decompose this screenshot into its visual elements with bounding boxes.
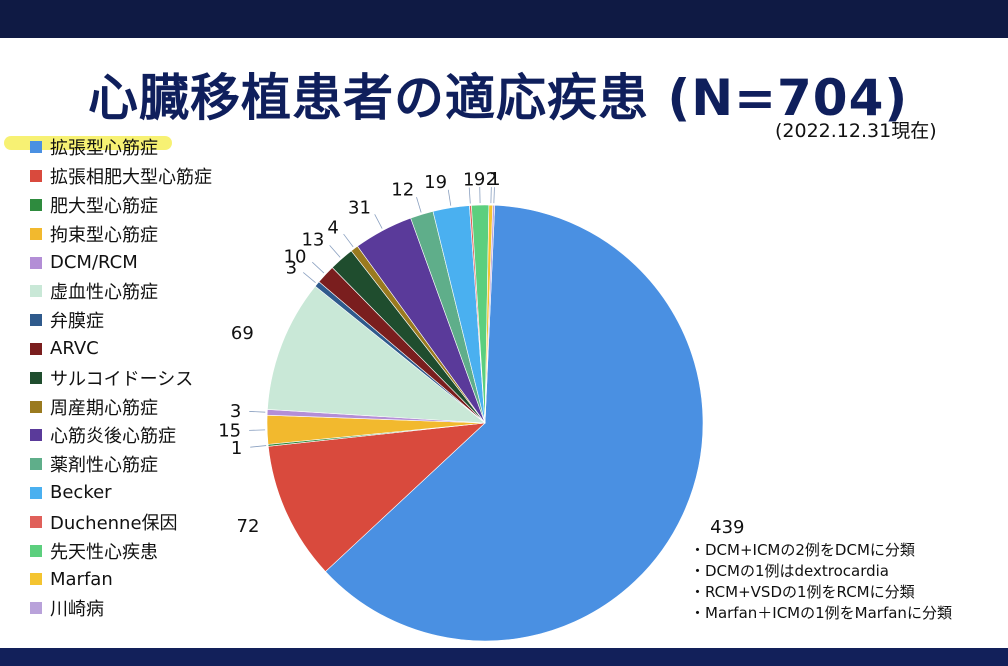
note-line: ・RCM+VSDの1例をRCMに分類 <box>690 583 915 601</box>
data-label: 2 <box>486 169 497 190</box>
legend-item: 薬剤性心筋症 <box>30 450 270 479</box>
leader-line <box>493 187 495 204</box>
chart-legend: 拡張型心筋症拡張相肥大型心筋症 肥大型心筋症 拘束型心筋症 DCM/RCM 虚血性心筋症… <box>30 133 270 623</box>
note-line: ・DCM+ICMの2例をDCMに分類 <box>690 541 915 559</box>
legend-swatch <box>30 573 42 586</box>
legend-label: 薬剤性心筋症 <box>50 455 158 477</box>
pie-slice <box>267 285 486 424</box>
legend-label: 弁膜症 <box>50 311 104 333</box>
legend-swatch <box>30 342 42 355</box>
legend-swatch <box>30 198 42 211</box>
legend-label: 川崎病 <box>50 599 104 621</box>
legend-label: 周産期心筋症 <box>50 397 158 419</box>
slide-subtitle: (2022.12.31現在) <box>775 120 937 142</box>
leader-line <box>468 187 471 204</box>
legend-swatch <box>30 141 42 154</box>
leader-line <box>249 411 266 413</box>
data-label: 10 <box>284 247 307 268</box>
legend-swatch <box>30 400 42 413</box>
leader-line <box>302 272 316 283</box>
legend-item: 川崎病 <box>30 594 270 623</box>
legend-item: 先天性心疾患 <box>30 536 270 565</box>
bottom-bar <box>0 648 1008 666</box>
legend-item: サルコイドーシス <box>30 363 270 392</box>
data-label: 69 <box>231 323 254 344</box>
leader-line <box>416 197 422 213</box>
data-label: 1 <box>463 170 474 191</box>
leader-line <box>312 261 325 274</box>
pie-slice <box>267 422 486 572</box>
legend-label: 拡張相肥大型心筋症 <box>50 167 212 189</box>
legend-label: 拡張型心筋症 <box>50 138 158 160</box>
legend-label: Duchenne保因 <box>50 512 178 534</box>
data-label: 1 <box>231 438 242 459</box>
legend-label: 拘束型心筋症 <box>50 224 158 246</box>
data-label: 31 <box>348 197 371 218</box>
data-label: 3 <box>230 401 241 422</box>
data-label: 72 <box>237 516 260 537</box>
data-label: 4 <box>327 218 338 239</box>
pie-slice <box>484 204 496 424</box>
legend-swatch <box>30 458 42 471</box>
legend-item: 弁膜症 <box>30 306 270 335</box>
data-label: 1 <box>489 169 500 190</box>
leader-line <box>343 233 354 248</box>
legend-swatch <box>30 170 42 183</box>
legend-highlight-marker <box>4 136 172 150</box>
legend-item: ARVC <box>30 335 270 364</box>
legend-swatch <box>30 486 42 499</box>
legend-item: Duchenne保因 <box>30 507 270 536</box>
slide-title: 心臓移植患者の適応疾患 (N=704) <box>88 69 909 127</box>
data-label: 15 <box>218 421 241 442</box>
note-line: ・Marfan＋ICMの1例をMarfanに分類 <box>690 604 952 622</box>
pie-slice <box>325 204 704 642</box>
legend-swatch <box>30 256 42 269</box>
legend-swatch <box>30 285 42 298</box>
legend-item: 拡張相肥大型心筋症 <box>30 162 270 191</box>
leader-line <box>447 189 452 206</box>
legend-swatch <box>30 515 42 528</box>
leader-line <box>329 245 341 258</box>
legend-label: ARVC <box>50 338 99 360</box>
data-label: 439 <box>710 517 744 538</box>
legend-label: Marfan <box>50 568 113 590</box>
data-label: 3 <box>286 257 297 278</box>
legend-label: 先天性心疾患 <box>50 541 158 563</box>
notes: ・DCM+ICMの2例をDCMに分類 ・DCMの1例はdextrocardia … <box>690 540 952 624</box>
legend-swatch <box>30 544 42 557</box>
legend-swatch <box>30 429 42 442</box>
legend-label: DCM/RCM <box>50 252 138 274</box>
legend-item: 虚血性心筋症 <box>30 277 270 306</box>
leader-line <box>250 445 267 448</box>
legend-item: 肥大型心筋症 <box>30 191 270 220</box>
legend-item: 周産期心筋症 <box>30 392 270 421</box>
legend-swatch <box>30 371 42 384</box>
legend-label: Becker <box>50 482 112 504</box>
legend-item: DCM/RCM <box>30 248 270 277</box>
leader-line <box>374 214 383 229</box>
legend-label: サルコイドーシス <box>50 368 194 390</box>
legend-item: Becker <box>30 479 270 508</box>
legend-swatch <box>30 227 42 240</box>
legend-label: 肥大型心筋症 <box>50 195 158 217</box>
data-label: 12 <box>391 180 414 201</box>
data-label: 13 <box>301 229 324 250</box>
legend-swatch <box>30 314 42 327</box>
note-line: ・DCMの1例はdextrocardia <box>690 562 889 580</box>
legend-item: Marfan <box>30 565 270 594</box>
legend-label: 虚血性心筋症 <box>50 282 158 304</box>
legend-item: 心筋炎後心筋症 <box>30 421 270 450</box>
data-label: 19 <box>424 172 447 193</box>
top-bar <box>0 0 1008 38</box>
legend-item: 拘束型心筋症 <box>30 219 270 248</box>
legend-label: 心筋炎後心筋症 <box>50 426 176 448</box>
legend-swatch <box>30 602 42 615</box>
data-label: 9 <box>474 169 485 190</box>
legend-item: 拡張型心筋症 <box>30 133 270 162</box>
